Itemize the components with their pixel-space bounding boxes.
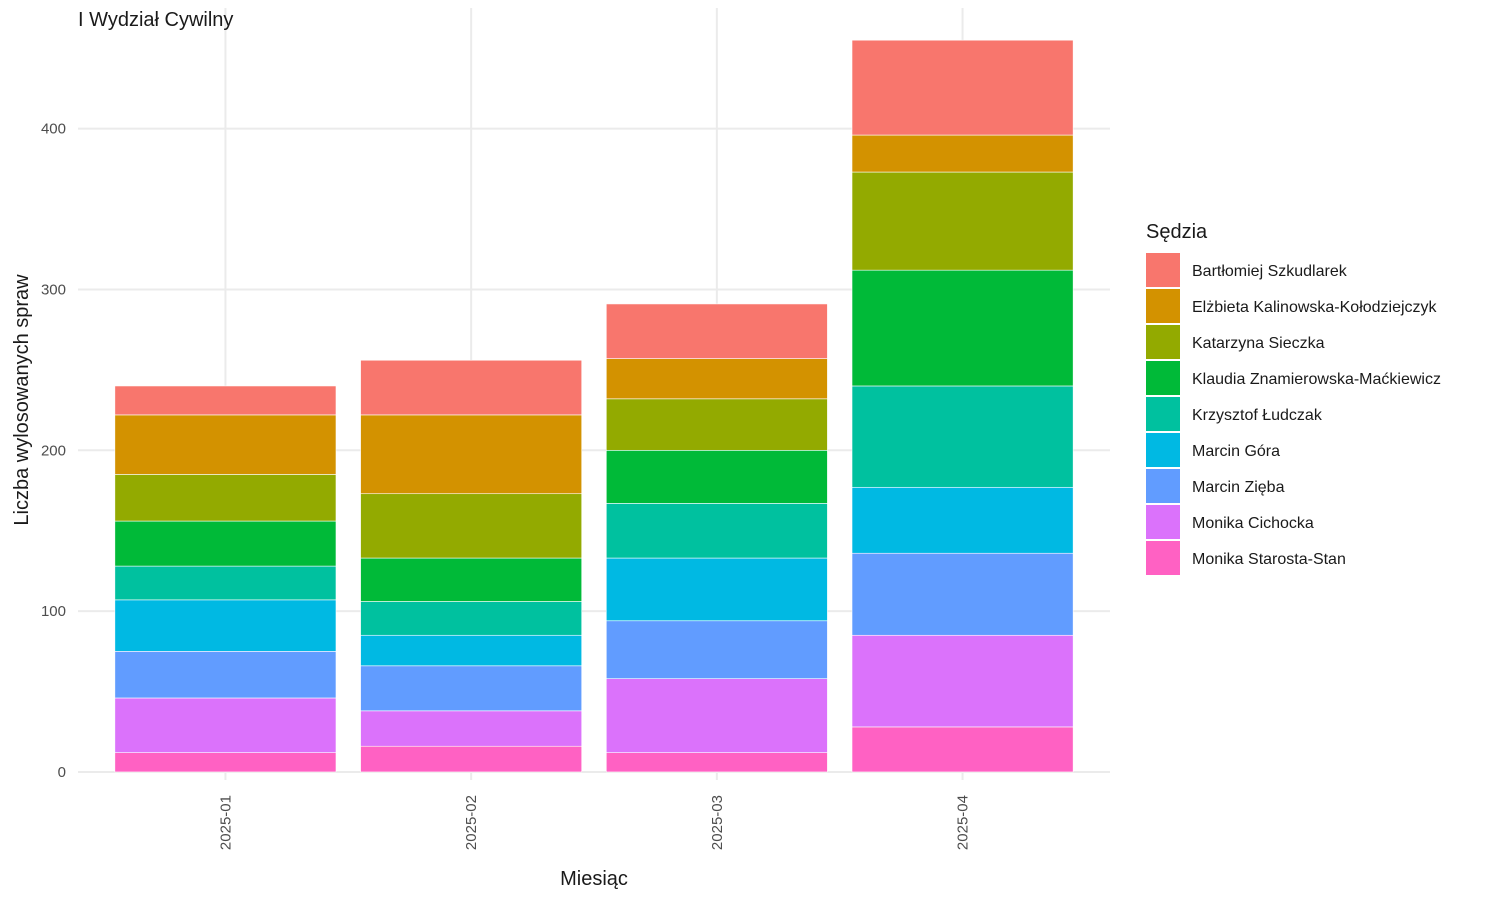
bar-segment: [851, 634, 1074, 728]
bar-segment: [851, 726, 1074, 773]
y-axis-title: Liczba wylosowanych spraw: [11, 274, 33, 526]
y-tick-label: 400: [41, 121, 66, 138]
legend-item: Katarzyna Sieczka: [1146, 325, 1325, 359]
bars: [114, 39, 1074, 773]
bar-segment: [114, 752, 337, 773]
bar-segment: [360, 745, 583, 773]
bar-segment: [360, 710, 583, 747]
bar-segment: [851, 552, 1074, 636]
bar-segment: [360, 493, 583, 559]
legend-item: Monika Starosta-Stan: [1146, 541, 1346, 575]
legend-title: Sędzia: [1146, 221, 1208, 243]
legend-label: Katarzyna Sieczka: [1192, 335, 1325, 352]
bar-segment: [605, 503, 828, 559]
legend-label: Klaudia Znamierowska-Maćkiewicz: [1192, 371, 1441, 388]
bar-segment: [605, 620, 828, 679]
legend-items: Bartłomiej Szkudlarek Elżbieta Kalinowska…: [1146, 253, 1441, 575]
bar-segment: [114, 385, 337, 416]
bar-segment: [851, 39, 1074, 136]
y-tick-label: 100: [41, 603, 66, 620]
bar-segment: [114, 599, 337, 652]
bar-segment: [851, 171, 1074, 271]
bar-segment: [114, 520, 337, 567]
x-tick-label: 2025-02: [463, 795, 480, 850]
x-tick-label: 2025-04: [955, 795, 972, 850]
legend-label: Marcin Góra: [1192, 443, 1280, 460]
legend-label: Elżbieta Kalinowska-Kołodziejczyk: [1192, 299, 1438, 316]
bar-segment: [360, 601, 583, 636]
bar-segment: [114, 651, 337, 699]
legend-swatch: [1146, 397, 1180, 431]
bar-segment: [605, 449, 828, 504]
bar-segment: [360, 359, 583, 416]
legend: Sędzia Bartłomiej Szkudlarek Elżbieta Kal…: [1146, 221, 1441, 575]
bar-segment: [605, 752, 828, 773]
legend-label: Krzysztof Łudczak: [1192, 407, 1323, 424]
x-axis-title: Miesiąc: [560, 868, 628, 890]
x-tick-label: 2025-03: [709, 795, 726, 850]
y-tick-label: 200: [41, 442, 66, 459]
legend-item: Marcin Góra: [1146, 433, 1280, 467]
legend-swatch: [1146, 253, 1180, 287]
legend-swatch: [1146, 541, 1180, 575]
bar-segment: [851, 486, 1074, 554]
y-axis-ticks: 0 100 200 300 400: [41, 121, 66, 781]
bar-segment: [114, 697, 337, 753]
bar-segment: [605, 678, 828, 753]
legend-item: Elżbieta Kalinowska-Kołodziejczyk: [1146, 289, 1438, 323]
legend-swatch: [1146, 469, 1180, 503]
chart-title: I Wydział Cywilny: [78, 9, 233, 31]
legend-label: Monika Starosta-Stan: [1192, 551, 1346, 568]
legend-item: Krzysztof Łudczak: [1146, 397, 1323, 431]
legend-label: Marcin Zięba: [1192, 479, 1285, 496]
y-tick-label: 300: [41, 281, 66, 298]
bar-segment: [360, 634, 583, 667]
legend-swatch: [1146, 361, 1180, 395]
x-tick-label: 2025-01: [217, 795, 234, 850]
bar-segment: [360, 557, 583, 602]
legend-item: Marcin Zięba: [1146, 469, 1285, 503]
bar-segment: [360, 665, 583, 712]
legend-item: Bartłomiej Szkudlarek: [1146, 253, 1348, 287]
bar-segment: [851, 385, 1074, 488]
bar-segment: [114, 474, 337, 522]
bar-segment: [360, 414, 583, 495]
bar-segment: [851, 134, 1074, 173]
y-tick-label: 0: [58, 764, 66, 781]
x-axis-ticks: 2025-01 2025-02 2025-03 2025-04: [217, 795, 971, 850]
bar-segment: [605, 358, 828, 400]
legend-item: Klaudia Znamierowska-Maćkiewicz: [1146, 361, 1441, 395]
bar-segment: [114, 565, 337, 601]
legend-swatch: [1146, 505, 1180, 539]
legend-swatch: [1146, 325, 1180, 359]
legend-item: Monika Cichocka: [1146, 505, 1314, 539]
bar-segment: [114, 414, 337, 475]
bar-segment: [851, 269, 1074, 387]
legend-swatch: [1146, 433, 1180, 467]
legend-label: Bartłomiej Szkudlarek: [1192, 263, 1348, 280]
bar-segment: [605, 557, 828, 622]
legend-swatch: [1146, 289, 1180, 323]
bar-segment: [605, 303, 828, 359]
legend-label: Monika Cichocka: [1192, 515, 1314, 532]
bar-segment: [605, 398, 828, 451]
